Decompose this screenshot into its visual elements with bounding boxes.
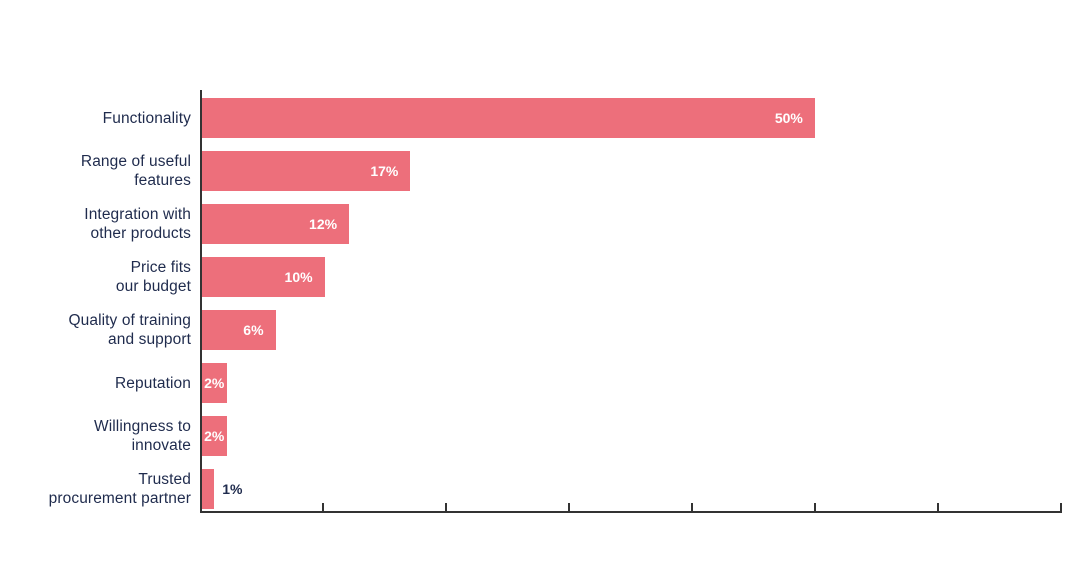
bar-row: Trusted procurement partner 1% — [0, 469, 1071, 509]
bar-track: 10% — [202, 257, 1060, 297]
value-label: 17% — [370, 163, 399, 179]
category-label: Willingness to innovate — [93, 418, 191, 454]
bar: 50% — [202, 98, 815, 138]
bar: 2% — [202, 363, 227, 403]
x-axis-line — [200, 511, 1061, 513]
x-axis-tick — [1060, 503, 1062, 513]
x-axis-tick — [691, 503, 693, 513]
value-label: 10% — [284, 269, 313, 285]
x-axis-tick — [814, 503, 816, 513]
bar: 12% — [202, 204, 350, 244]
category-label: Trusted procurement partner — [48, 471, 191, 507]
x-axis-tick — [445, 503, 447, 513]
category-label: Functionality — [102, 109, 191, 127]
category-label: Reputation — [115, 374, 191, 392]
bar: 10% — [202, 257, 325, 297]
category-label: Price fits our budget — [115, 259, 191, 295]
y-axis-line — [200, 90, 202, 513]
value-label: 50% — [774, 110, 803, 126]
bar-row: Willingness to innovate 2% — [0, 416, 1071, 456]
value-label: 2% — [204, 428, 225, 444]
value-label: 1% — [222, 481, 243, 497]
value-label: 2% — [204, 375, 225, 391]
bar-track: 6% — [202, 310, 1060, 350]
bar: 1% — [202, 469, 242, 509]
bar-track: 2% — [202, 416, 1060, 456]
x-axis-tick — [322, 503, 324, 513]
value-label: 12% — [309, 216, 338, 232]
bar-row: Quality of training and support 6% — [0, 310, 1071, 350]
category-label: Range of useful features — [80, 153, 191, 189]
bar-row: Range of useful features 17% — [0, 151, 1071, 191]
bar-row: Price fits our budget 10% — [0, 257, 1071, 297]
bar: 2% — [202, 416, 227, 456]
category-label: Integration with other products — [84, 206, 191, 242]
category-label: Quality of training and support — [68, 312, 191, 348]
bar: 6% — [202, 310, 276, 350]
bar-track: 1% — [202, 469, 1060, 509]
bar-row: Integration with other products 12% — [0, 204, 1071, 244]
bar-track: 12% — [202, 204, 1060, 244]
bar-track: 50% — [202, 98, 1060, 138]
bar-row: Functionality 50% — [0, 98, 1071, 138]
bar-row: Reputation 2% — [0, 363, 1071, 403]
x-axis-tick — [568, 503, 570, 513]
bar: 17% — [202, 151, 411, 191]
x-axis-tick — [937, 503, 939, 513]
bar-track: 2% — [202, 363, 1060, 403]
bar-track: 17% — [202, 151, 1060, 191]
value-label: 6% — [243, 322, 264, 338]
